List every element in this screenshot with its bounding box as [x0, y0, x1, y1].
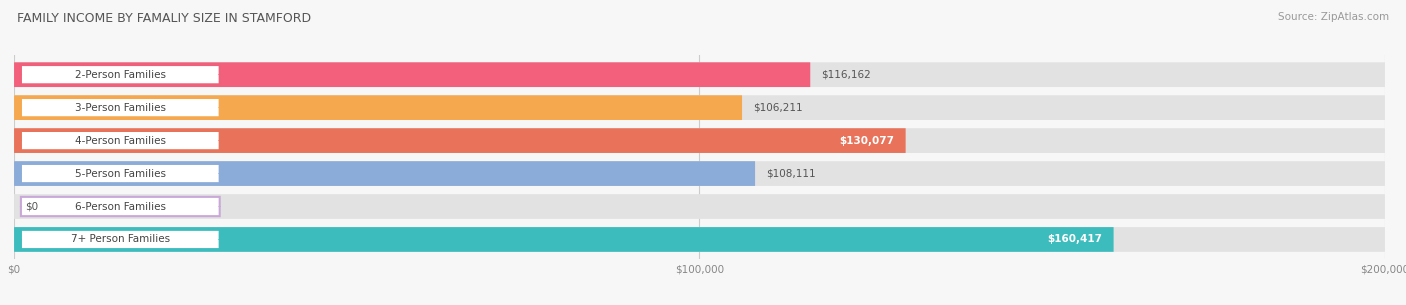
- Text: 4-Person Families: 4-Person Families: [75, 136, 166, 145]
- FancyBboxPatch shape: [14, 161, 1385, 186]
- Text: Source: ZipAtlas.com: Source: ZipAtlas.com: [1278, 12, 1389, 22]
- Text: $0: $0: [25, 202, 38, 211]
- Text: FAMILY INCOME BY FAMALIY SIZE IN STAMFORD: FAMILY INCOME BY FAMALIY SIZE IN STAMFOR…: [17, 12, 311, 25]
- FancyBboxPatch shape: [21, 98, 219, 117]
- Text: $108,111: $108,111: [766, 169, 815, 178]
- FancyBboxPatch shape: [21, 197, 219, 216]
- Text: 6-Person Families: 6-Person Families: [75, 202, 166, 211]
- Text: $130,077: $130,077: [839, 136, 894, 145]
- FancyBboxPatch shape: [14, 95, 1385, 120]
- FancyBboxPatch shape: [14, 62, 1385, 87]
- FancyBboxPatch shape: [21, 65, 219, 84]
- Text: 3-Person Families: 3-Person Families: [75, 103, 166, 113]
- Text: $116,162: $116,162: [821, 70, 870, 80]
- Text: 5-Person Families: 5-Person Families: [75, 169, 166, 178]
- FancyBboxPatch shape: [21, 230, 219, 249]
- FancyBboxPatch shape: [14, 227, 1114, 252]
- FancyBboxPatch shape: [14, 62, 810, 87]
- Text: 7+ Person Families: 7+ Person Families: [70, 235, 170, 245]
- Text: 2-Person Families: 2-Person Families: [75, 70, 166, 80]
- FancyBboxPatch shape: [21, 131, 219, 150]
- FancyBboxPatch shape: [14, 194, 1385, 219]
- FancyBboxPatch shape: [14, 161, 755, 186]
- Text: $160,417: $160,417: [1047, 235, 1102, 245]
- FancyBboxPatch shape: [14, 128, 905, 153]
- Text: $106,211: $106,211: [754, 103, 803, 113]
- FancyBboxPatch shape: [14, 128, 1385, 153]
- FancyBboxPatch shape: [14, 95, 742, 120]
- FancyBboxPatch shape: [14, 227, 1385, 252]
- FancyBboxPatch shape: [21, 164, 219, 183]
